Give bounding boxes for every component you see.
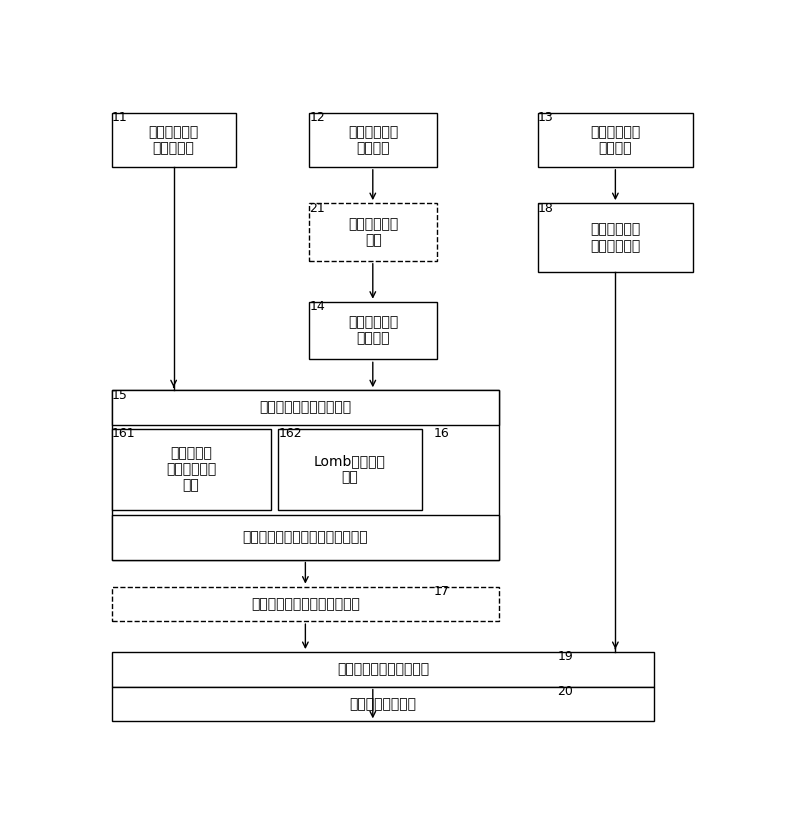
Text: 162: 162 [278, 427, 302, 440]
Text: 水平位移数据
生成模块: 水平位移数据 生成模块 [348, 316, 398, 345]
Text: 14: 14 [310, 300, 325, 313]
Text: 位移加速度特征数据提取模块: 位移加速度特征数据提取模块 [251, 597, 360, 611]
Text: 20: 20 [558, 685, 573, 698]
Bar [310, 301, 437, 359]
Text: 行驶速度数据
采集模块: 行驶速度数据 采集模块 [348, 125, 398, 155]
Text: 21: 21 [310, 202, 325, 215]
Text: 13: 13 [538, 112, 554, 125]
Bar [112, 390, 499, 559]
Bar [310, 203, 437, 261]
Text: 11: 11 [112, 112, 127, 125]
Text: 位移加速度
数据样本分割
模块: 位移加速度 数据样本分割 模块 [166, 446, 216, 492]
Bar [112, 390, 499, 425]
Bar [112, 686, 654, 721]
Bar [538, 203, 693, 273]
Bar [112, 652, 654, 686]
Text: 分类器输入数据生成模块: 分类器输入数据生成模块 [337, 662, 429, 676]
Bar [310, 113, 437, 167]
Text: 12: 12 [310, 112, 325, 125]
Text: 18: 18 [538, 202, 554, 215]
Bar [278, 429, 422, 510]
Text: 位移加速度空间频率数据生成模块: 位移加速度空间频率数据生成模块 [242, 530, 368, 544]
Text: 16: 16 [434, 427, 449, 440]
Bar [112, 515, 499, 559]
Bar [112, 429, 270, 510]
Text: Lomb算法处理
模块: Lomb算法处理 模块 [314, 454, 386, 484]
Bar [538, 113, 693, 167]
Text: 161: 161 [112, 427, 135, 440]
Text: 19: 19 [558, 650, 573, 663]
Bar [112, 113, 236, 167]
Text: 采样频率匹配
模块: 采样频率匹配 模块 [348, 217, 398, 247]
Text: 17: 17 [434, 585, 449, 598]
Text: 垂直加速度数
据采集模块: 垂直加速度数 据采集模块 [149, 125, 198, 155]
Text: 经过训练的分类器: 经过训练的分类器 [350, 697, 416, 711]
Text: 路面图像特征
数据提取模块: 路面图像特征 数据提取模块 [590, 223, 641, 253]
Text: 位移加速度数据生成模块: 位移加速度数据生成模块 [259, 401, 351, 415]
Text: 15: 15 [112, 389, 127, 401]
Text: 路面图像数据
采集模块: 路面图像数据 采集模块 [590, 125, 641, 155]
Bar [112, 586, 499, 621]
